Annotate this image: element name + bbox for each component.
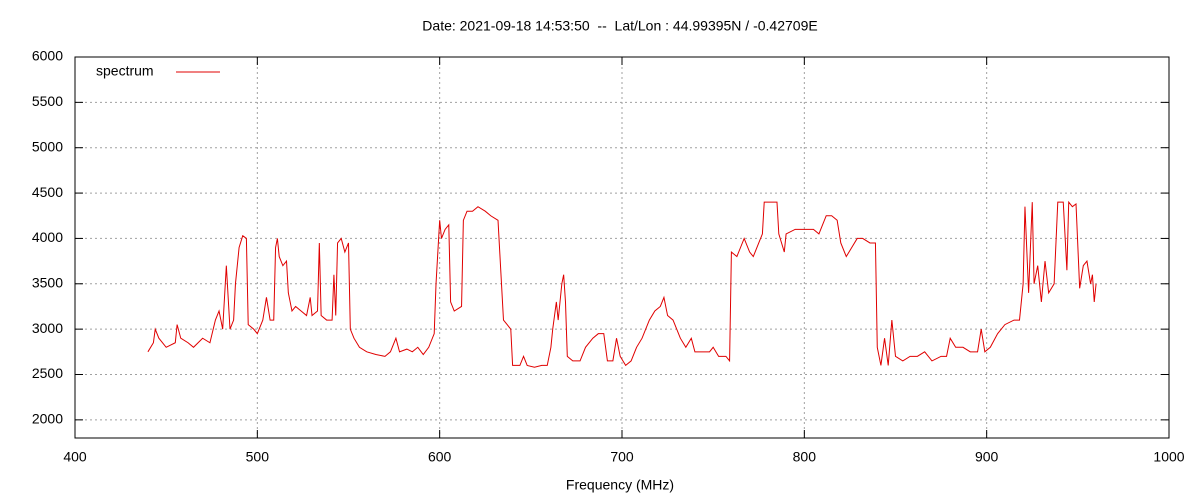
plot-border xyxy=(74,56,1170,439)
y-tick-label: 2500 xyxy=(32,365,63,381)
y-tick-label: 4500 xyxy=(32,184,63,200)
y-tick-label: 5000 xyxy=(32,138,63,154)
x-tick-label: 800 xyxy=(793,449,817,465)
x-tick-label: 900 xyxy=(975,449,999,465)
x-tick-label: 700 xyxy=(610,449,634,465)
y-tick-label: 5500 xyxy=(32,93,63,109)
data-line xyxy=(147,200,1097,368)
y-tick-label: 3000 xyxy=(32,320,63,336)
chart-title: Date: 2021-09-18 14:53:50 -- Lat/Lon : 4… xyxy=(422,18,817,34)
legend-label: spectrum xyxy=(96,63,154,79)
x-tick-label: 400 xyxy=(63,449,87,465)
x-tick-label: 500 xyxy=(246,449,270,465)
x-axis-label: Frequency (MHz) xyxy=(566,477,674,493)
x-tick-label: 600 xyxy=(428,449,452,465)
x-tick-label: 1000 xyxy=(1153,449,1184,465)
y-tick-label: 3500 xyxy=(32,274,63,290)
y-tick-label: 6000 xyxy=(32,48,63,64)
y-tick-label: 2000 xyxy=(32,411,63,427)
y-tick-label: 4000 xyxy=(32,229,63,245)
